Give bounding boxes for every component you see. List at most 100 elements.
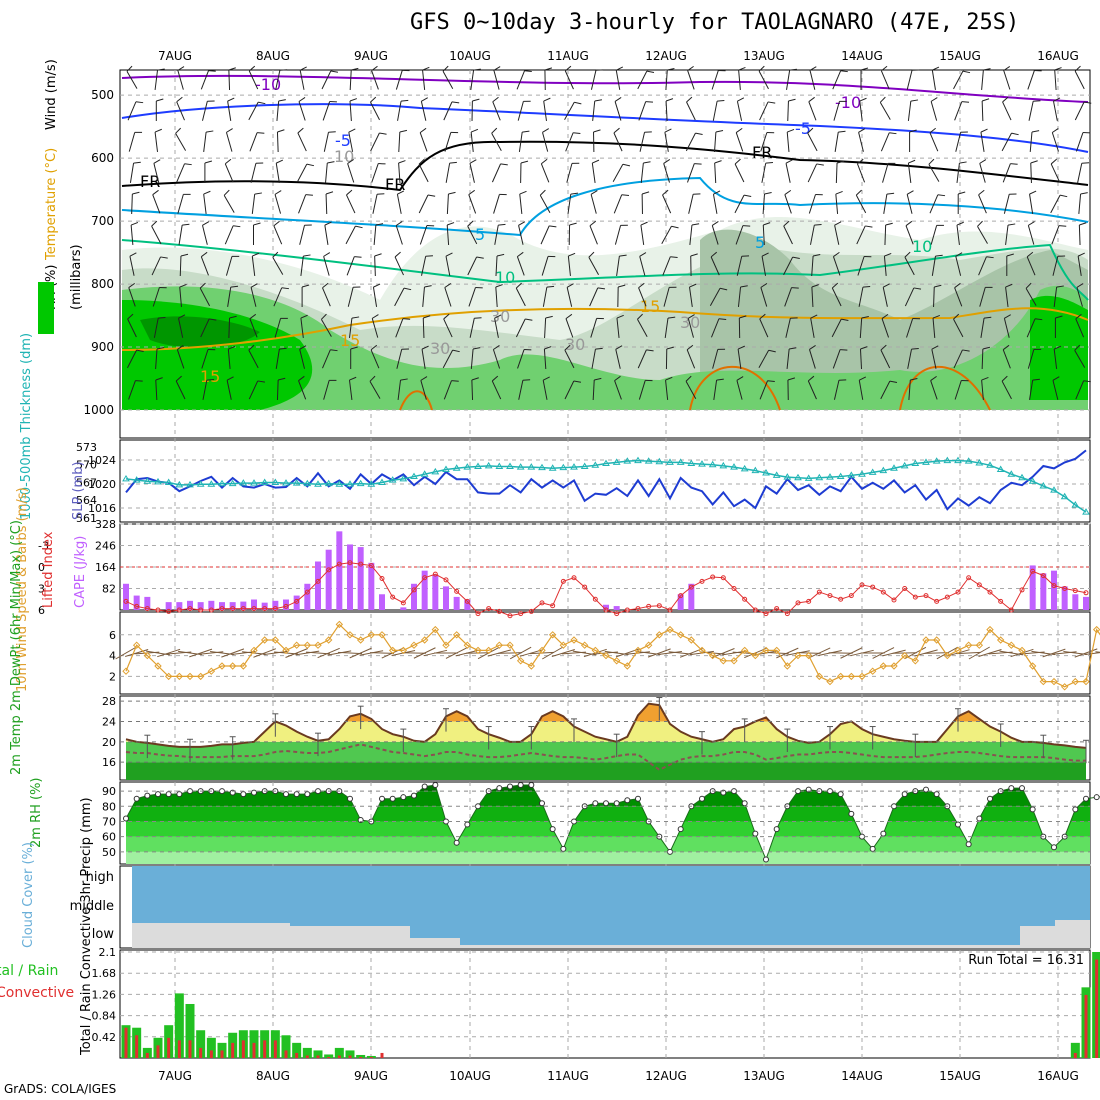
wind-barb-glyph — [738, 66, 746, 91]
li-point — [262, 606, 268, 612]
wind-barb-glyph — [442, 65, 454, 89]
contour-label: 30 — [430, 339, 450, 358]
cape-bar — [325, 549, 332, 610]
wind-barb-glyph — [541, 255, 556, 276]
wind-barb-glyph — [128, 131, 143, 152]
thickness-point — [644, 457, 653, 464]
wind-barb-glyph — [299, 224, 312, 245]
thickness-point — [1071, 501, 1080, 508]
pressure-tick-label: 1000 — [83, 403, 114, 417]
rh-tick-label: 80 — [102, 800, 116, 813]
li-point — [1062, 586, 1068, 591]
precip-conv-bar — [295, 1052, 299, 1058]
wind-barb-glyph — [637, 70, 655, 90]
thickness-point — [122, 474, 130, 482]
wind-speed-point — [634, 646, 642, 655]
rh-point — [1051, 844, 1057, 851]
cape-bar — [1029, 565, 1036, 610]
wind-barb-glyph — [1075, 313, 1085, 338]
wind-barb — [189, 648, 213, 658]
wind-barb-glyph — [1025, 282, 1037, 306]
wind-barb-glyph — [494, 223, 506, 245]
precip-total-bar — [324, 1054, 334, 1058]
wind-barb-glyph — [786, 68, 797, 90]
wind-barb-glyph — [1030, 160, 1038, 184]
wind-barb-glyph — [591, 159, 600, 183]
bottom-day-label: 13AUG — [743, 1069, 785, 1083]
precip-tick-label: 1.68 — [92, 967, 117, 980]
cape-tick-label: 164 — [95, 561, 116, 574]
rh-point — [1029, 806, 1036, 813]
wind-barb-glyph — [203, 130, 214, 152]
cape-bar — [411, 583, 417, 610]
wind-barb-glyph — [176, 163, 192, 183]
contour-label: 5 — [755, 233, 765, 252]
wind-barb-glyph — [612, 163, 631, 182]
wind-barb-glyph — [883, 192, 895, 214]
wind-barb-glyph — [714, 130, 724, 153]
wind-barb-glyph — [736, 255, 750, 276]
wind-barb-glyph — [933, 284, 942, 308]
wind-barb — [285, 648, 308, 658]
wind-barb-glyph — [831, 318, 849, 338]
rh-point — [528, 782, 535, 789]
precip-axis-label: Total / Rain Convective 3hr Precip (mm) — [79, 797, 94, 1056]
wind-barb-glyph — [276, 99, 286, 122]
wind-barb-glyph — [1054, 315, 1063, 338]
rh-point — [187, 788, 193, 795]
wind-barb-glyph — [178, 223, 190, 245]
rh-point — [731, 788, 737, 795]
rh-point — [1008, 785, 1015, 792]
wind-barb-glyph — [370, 344, 380, 369]
top-day-label: 16AUG — [1037, 49, 1079, 63]
wind-speed-point — [1071, 677, 1080, 686]
wind-barb — [327, 650, 352, 656]
wind-barb-glyph — [979, 159, 987, 183]
li-point — [987, 589, 993, 595]
thickness-point — [1050, 486, 1058, 493]
wind-barb-glyph — [322, 101, 337, 121]
wind-barb-glyph — [273, 220, 283, 245]
precip-conv-bar — [241, 1040, 245, 1058]
wind-barb-glyph — [323, 252, 331, 276]
precip-conv-bar — [359, 1056, 363, 1058]
wind-barb-glyph — [517, 349, 532, 369]
wind-barb-glyph — [978, 256, 994, 276]
cape-tick-label: 82 — [102, 583, 116, 596]
wind-barb-glyph — [540, 158, 550, 183]
wind-speed-point — [367, 631, 376, 639]
wind-barb-glyph — [564, 101, 582, 120]
rh-point — [923, 786, 929, 793]
wind-barb-glyph — [833, 379, 847, 400]
pressure-tick-label: 500 — [91, 88, 114, 102]
wind-barb-glyph — [737, 285, 748, 307]
rh-point — [400, 794, 407, 801]
wind-barb-glyph — [276, 129, 285, 153]
wind-speed-point — [900, 651, 909, 660]
li-point — [710, 574, 716, 580]
cape-bar — [304, 583, 311, 610]
wind-barb-glyph — [880, 132, 897, 152]
wind-barb-glyph — [469, 317, 482, 338]
rh-point — [347, 795, 353, 802]
wind-barb-glyph — [590, 317, 604, 338]
wind-barb-glyph — [397, 378, 408, 400]
thickness-point — [890, 464, 898, 471]
wind-barb — [253, 648, 277, 658]
rh-point — [1072, 806, 1079, 813]
wind-barb-glyph — [227, 285, 239, 307]
wind-speed-point — [399, 646, 408, 655]
wind-barb-glyph — [542, 128, 550, 152]
top-day-label: 9AUG — [354, 49, 388, 63]
wind-barb-glyph — [296, 163, 315, 183]
wind-barb-glyph — [275, 347, 287, 369]
wind-barb-glyph — [931, 254, 943, 276]
wind-barb-glyph — [201, 221, 210, 245]
li-point — [507, 613, 513, 619]
wind-barb-glyph — [663, 286, 677, 307]
wind-barb-glyph — [662, 189, 672, 214]
wind-barb — [263, 650, 288, 656]
wind-barb-glyph — [711, 221, 719, 245]
wind-barb-glyph — [518, 130, 530, 152]
thickness-point — [612, 458, 621, 465]
